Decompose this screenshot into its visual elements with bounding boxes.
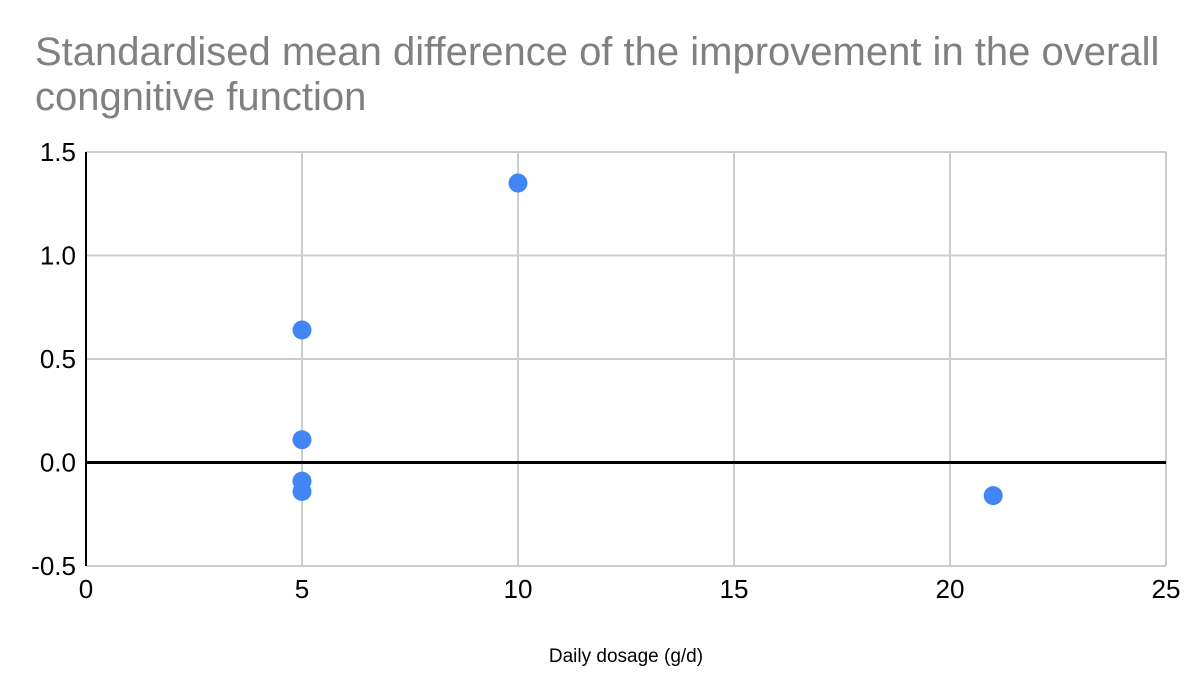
y-tick-label: 0.5 [40, 344, 76, 374]
data-point[interactable] [292, 430, 312, 450]
data-point[interactable] [292, 320, 312, 340]
y-tick-label: 1.0 [40, 241, 76, 271]
x-tick-label: 0 [79, 574, 93, 604]
x-tick-label: 25 [1152, 574, 1181, 604]
data-point[interactable] [508, 173, 528, 193]
chart-title: Standardised mean difference of the impr… [35, 30, 1185, 120]
x-tick-label: 15 [720, 574, 749, 604]
x-tick-label: 10 [504, 574, 533, 604]
y-tick-label: 1.5 [40, 137, 76, 167]
x-axis-title: Daily dosage (g/d) [549, 646, 703, 667]
y-tick-label: -0.5 [31, 551, 76, 581]
data-point[interactable] [983, 486, 1003, 506]
x-tick-label: 20 [936, 574, 965, 604]
y-tick-label: 0.0 [40, 448, 76, 478]
chart-title-line2: congnitive function [35, 75, 367, 119]
chart-title-line1: Standardised mean difference of the impr… [35, 30, 1160, 74]
data-point[interactable] [292, 481, 312, 501]
x-tick-label: 5 [295, 574, 309, 604]
